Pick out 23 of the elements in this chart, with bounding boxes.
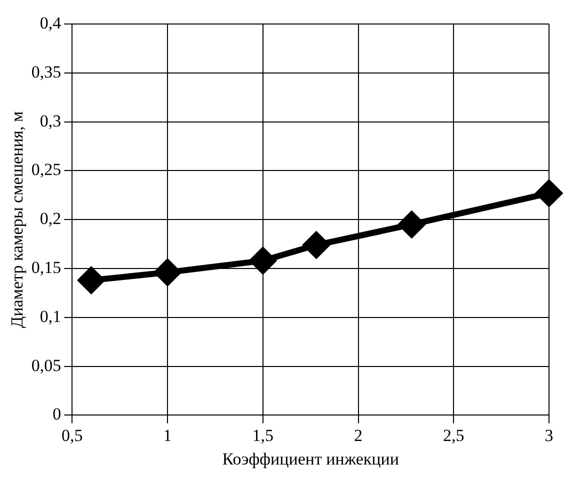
point — [398, 211, 425, 238]
y-tick-label: 0,15 — [31, 258, 62, 277]
x-tick-label: 1 — [163, 426, 172, 445]
x-tick-label: 2,5 — [443, 426, 464, 445]
x-tick-label: 1,5 — [252, 426, 274, 445]
x-axis-title: Коэффициент инжекции — [222, 449, 399, 468]
y-tick-label: 0,4 — [40, 13, 62, 32]
x-tick-label: 2 — [354, 426, 363, 445]
point — [303, 232, 330, 258]
y-axis-title: Диаметр камеры смешения, м — [8, 111, 27, 328]
x-tick-label: 3 — [544, 426, 554, 445]
y-tick-label: 0,35 — [31, 62, 62, 82]
point — [78, 267, 104, 294]
y-tick-label: 0,3 — [40, 111, 62, 130]
x-tick-label: 0,5 — [62, 426, 83, 445]
y-tick-label: 0,05 — [31, 356, 62, 375]
point — [154, 259, 181, 286]
y-tick-label: 0,1 — [40, 306, 62, 326]
y-tick-label: 0,25 — [31, 160, 62, 180]
y-tick-label: 0 — [52, 404, 62, 424]
point — [536, 180, 562, 206]
y-tick-label: 0,2 — [40, 209, 62, 228]
point — [250, 248, 276, 274]
